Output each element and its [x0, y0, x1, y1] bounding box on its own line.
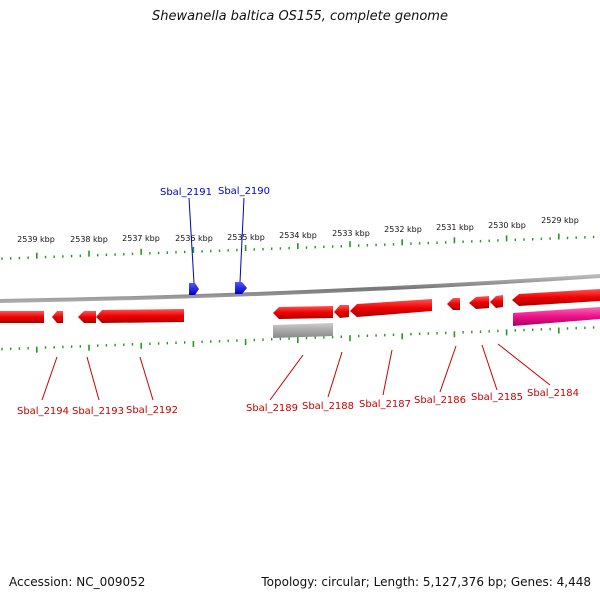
- highlight-feature[interactable]: [513, 307, 600, 326]
- gene-sbal-2193[interactable]: [52, 311, 63, 323]
- scale-label: 2532 kbp: [384, 225, 422, 234]
- gene-label-sbal-2185[interactable]: Sbal_2185: [471, 392, 523, 403]
- gene-sbal-2187[interactable]: [350, 299, 432, 317]
- scale-label: 2531 kbp: [436, 223, 474, 232]
- scale-label: 2537 kbp: [122, 234, 160, 243]
- gene-label-sbal-2187[interactable]: Sbal_2187: [359, 399, 411, 410]
- gene-sbal-2188[interactable]: [334, 305, 349, 318]
- accession-text: Accession: NC_009052: [9, 575, 146, 589]
- genome-title: Shewanella baltica OS155, complete genom…: [152, 9, 448, 24]
- gene-sbal-2186[interactable]: [447, 298, 460, 310]
- scale-label: 2533 kbp: [332, 229, 370, 238]
- gene-sbal-2184[interactable]: [512, 289, 600, 306]
- gene-label-sbal-2193[interactable]: Sbal_2193: [72, 406, 124, 417]
- gene-label-sbal-2188[interactable]: Sbal_2188: [302, 401, 354, 412]
- gene-sbal-2185[interactable]: [469, 296, 489, 309]
- pseudo-feature[interactable]: [273, 323, 333, 338]
- gene-label-sbal-2184[interactable]: Sbal_2184: [527, 388, 579, 399]
- inner-scale-ruler: [1, 326, 595, 353]
- gene-labels: Sbal_2191 Sbal_2190 Sbal_2194 Sbal_2193 …: [17, 186, 579, 417]
- gene-label-sbal-2192[interactable]: Sbal_2192: [126, 405, 178, 416]
- genome-summary-text: Topology: circular; Length: 5,127,376 bp…: [261, 575, 591, 589]
- gene-sbal-2192b[interactable]: [96, 309, 184, 323]
- gene-label-sbal-2194[interactable]: Sbal_2194: [17, 406, 69, 417]
- forward-strand-genes: [189, 282, 247, 295]
- scale-label: 2530 kbp: [488, 221, 526, 230]
- genome-backbone: [0, 274, 600, 303]
- gene-label-sbal-2186[interactable]: Sbal_2186: [414, 395, 466, 406]
- label-connectors: [41, 197, 551, 401]
- scale-label: 2538 kbp: [70, 235, 108, 244]
- gene-sbal-2192[interactable]: [78, 311, 96, 323]
- gene-sbal-2191[interactable]: [189, 283, 199, 295]
- scale-label: 2534 kbp: [279, 231, 317, 240]
- gene-label-sbal-2189[interactable]: Sbal_2189: [246, 403, 298, 414]
- scale-label: 2539 kbp: [17, 235, 55, 244]
- gene-label-sbal-2190[interactable]: Sbal_2190: [218, 186, 270, 197]
- scale-label: 2536 kbp: [175, 234, 213, 243]
- scale-labels: 2539 kbp 2538 kbp 2537 kbp 2536 kbp 2535…: [17, 216, 579, 244]
- gene-sbal-2194[interactable]: [0, 311, 44, 323]
- gene-sbal-2185b[interactable]: [490, 295, 503, 308]
- scale-label: 2535 kbp: [227, 233, 265, 242]
- gene-label-sbal-2191[interactable]: Sbal_2191: [160, 187, 212, 198]
- outer-scale-ruler: [1, 233, 595, 260]
- scale-label: 2529 kbp: [541, 216, 579, 225]
- gene-sbal-2190[interactable]: [235, 282, 247, 294]
- gene-sbal-2189[interactable]: [273, 306, 333, 319]
- reverse-strand-genes: [0, 289, 600, 338]
